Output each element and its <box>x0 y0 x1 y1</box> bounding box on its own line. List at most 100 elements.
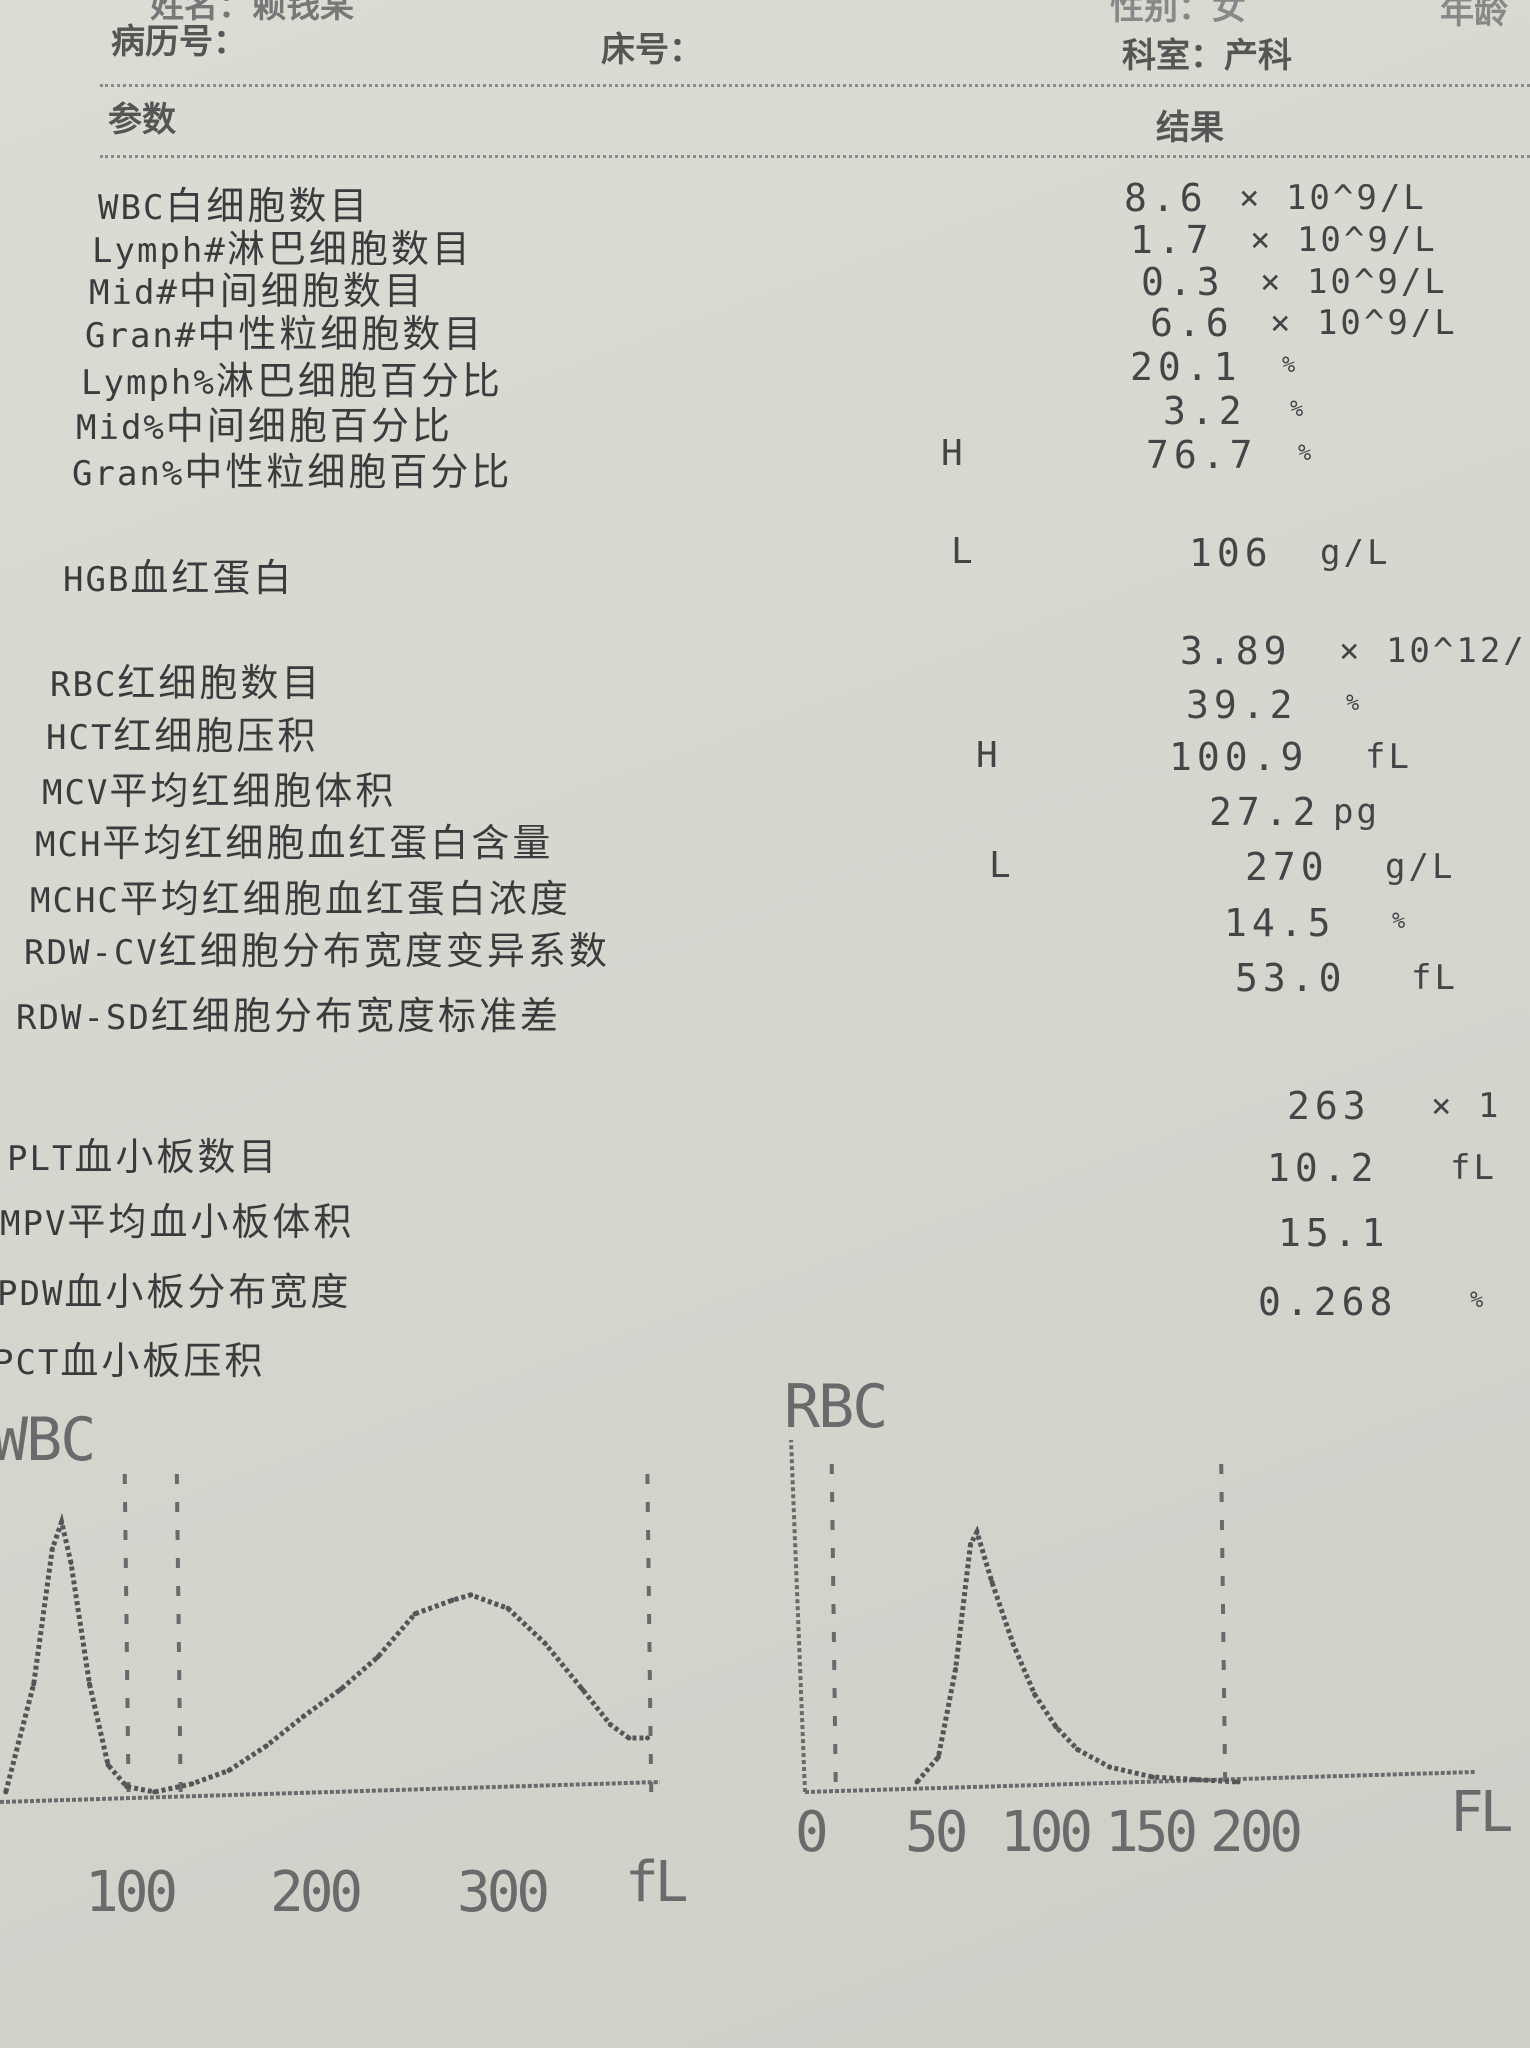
result-value: 3.2 <box>1163 389 1247 433</box>
result-unit: % <box>1470 1288 1487 1313</box>
result-value: 0.268 <box>1258 1280 1398 1324</box>
data-point <box>124 1784 130 1790</box>
result-unit: × 10^9/L <box>1239 178 1427 218</box>
histogram-curve <box>915 1525 1239 1785</box>
param-label: Mid%中间细胞百分比 <box>76 404 453 448</box>
result-value: 53.0 <box>1235 956 1347 1000</box>
param-label: Gran#中性粒细胞数目 <box>85 312 485 356</box>
x-axis-unit: FL <box>1450 1780 1513 1845</box>
param-label: WBC白细胞数目 <box>98 184 371 228</box>
data-point <box>59 1519 65 1525</box>
bed-number-label: 床号： <box>601 30 703 70</box>
data-point <box>468 1592 474 1598</box>
x-tick-label: 50 <box>905 1800 968 1865</box>
result-value: 20.1 <box>1130 345 1242 389</box>
data-point <box>1149 1774 1155 1780</box>
gender-field: 性别：女 <box>1110 0 1246 28</box>
result-unit: pg <box>1333 792 1380 832</box>
data-point <box>935 1754 941 1760</box>
result-unit: % <box>1282 353 1299 378</box>
data-point <box>1107 1764 1113 1770</box>
data-point <box>105 1762 111 1768</box>
data-point <box>914 1779 920 1785</box>
param-label: PDW血小板分布宽度 <box>0 1270 352 1314</box>
param-label: RBC红细胞数目 <box>50 661 323 705</box>
data-point <box>1053 1724 1059 1730</box>
column-header-result: 结果 <box>1156 108 1224 148</box>
data-point <box>3 1789 9 1795</box>
result-unit: % <box>1392 909 1409 934</box>
discriminator-line <box>174 1459 183 1793</box>
data-point <box>152 1789 158 1795</box>
x-tick-label: 100 <box>85 1860 178 1925</box>
department-value: 产科 <box>1224 36 1292 76</box>
x-tick-label: 100 <box>1000 1800 1093 1865</box>
result-value: 14.5 <box>1224 901 1336 945</box>
data-point <box>412 1611 418 1617</box>
result-value: 3.89 <box>1180 629 1292 673</box>
result-value: 39.2 <box>1186 683 1298 727</box>
data-point <box>1235 1779 1241 1785</box>
data-point <box>607 1722 613 1727</box>
result-value: 10.2 <box>1267 1146 1379 1190</box>
data-point <box>542 1641 548 1646</box>
data-point <box>87 1681 92 1687</box>
rbc-chart-title: RBC <box>784 1372 888 1442</box>
result-unit: fL <box>1365 737 1412 777</box>
data-point <box>968 1542 973 1547</box>
param-label: MCH平均红细胞血红蛋白含量 <box>35 821 554 865</box>
x-axis <box>0 1780 661 1804</box>
param-label: HCT红细胞压积 <box>46 714 319 758</box>
result-value: 8.6 <box>1124 176 1208 220</box>
param-label: Mid#中间细胞数目 <box>89 269 425 313</box>
data-point <box>375 1654 381 1660</box>
abnormal-flag: H <box>976 735 998 776</box>
param-label: Lymph#淋巴细胞数目 <box>92 227 473 271</box>
data-point <box>974 1529 980 1535</box>
abnormal-flag: L <box>951 531 973 572</box>
param-label: MCV平均红细胞体积 <box>42 769 397 813</box>
result-value: 76.7 <box>1146 433 1258 477</box>
data-point <box>989 1579 995 1585</box>
result-unit: g/L <box>1320 533 1391 573</box>
data-point <box>505 1605 511 1611</box>
discriminator-line <box>645 1459 654 1793</box>
result-unit: × 10^12/ <box>1339 631 1527 671</box>
result-value: 263 <box>1287 1084 1371 1128</box>
result-value: 100.9 <box>1169 735 1309 779</box>
data-point <box>579 1686 585 1692</box>
data-point <box>226 1767 232 1773</box>
data-point <box>31 1681 37 1687</box>
abnormal-flag: L <box>989 845 1011 886</box>
department-field: 科室：产科 <box>1122 36 1292 76</box>
param-label: HGB血红蛋白 <box>63 556 295 600</box>
result-unit: × 10^9/L <box>1270 303 1458 343</box>
x-tick-label: 150 <box>1105 1800 1198 1865</box>
divider <box>100 84 1530 87</box>
data-point <box>626 1735 632 1741</box>
abnormal-flag: H <box>941 433 963 474</box>
data-point <box>1032 1692 1038 1697</box>
param-label: RDW-SD红细胞分布宽度标准差 <box>16 994 561 1038</box>
data-point <box>189 1781 195 1787</box>
record-number-label: 病历号： <box>111 22 247 62</box>
result-value: 0.3 <box>1141 260 1225 304</box>
data-point <box>645 1735 650 1741</box>
data-point <box>953 1667 959 1672</box>
x-tick-label: 200 <box>1210 1800 1303 1865</box>
result-value: 1.7 <box>1130 218 1214 262</box>
data-point <box>263 1743 269 1749</box>
param-label: PCT血小板压积 <box>0 1339 266 1383</box>
param-label: MPV平均血小板体积 <box>0 1200 355 1244</box>
x-tick-label: 300 <box>457 1860 550 1925</box>
data-point <box>1010 1642 1016 1647</box>
x-tick-label: 0 <box>795 1800 829 1865</box>
data-point <box>1192 1777 1198 1782</box>
patient-name-label: 姓名：赖钱某 <box>150 0 354 27</box>
data-point <box>449 1597 455 1603</box>
result-value: 6.6 <box>1150 301 1234 345</box>
param-label: MCHC平均红细胞血红蛋白浓度 <box>30 877 571 921</box>
wbc-chart-title: WBC <box>0 1405 96 1475</box>
result-unit: × 10^9/L <box>1260 262 1448 302</box>
